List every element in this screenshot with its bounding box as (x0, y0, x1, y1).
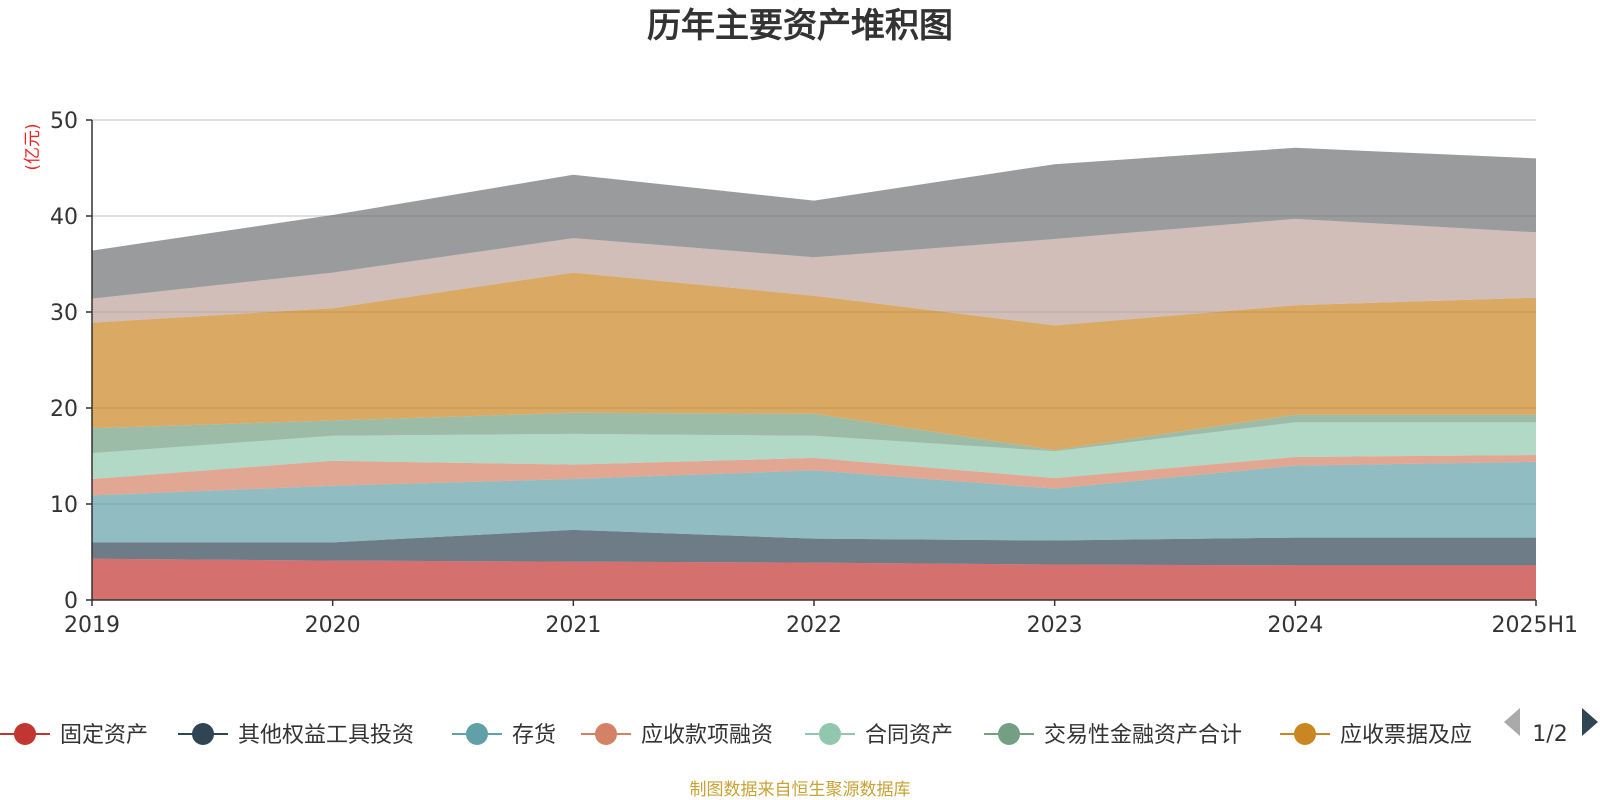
unit-label: (亿元) (23, 123, 43, 170)
legend-item[interactable]: 固定资产 (0, 723, 148, 748)
x-tick-label: 2021 (545, 613, 601, 638)
x-tick-label: 2019 (64, 613, 120, 638)
legend-label: 存货 (512, 723, 556, 748)
source-note: 制图数据来自恒生聚源数据库 (690, 780, 911, 800)
triangle-left-icon[interactable] (1504, 708, 1520, 736)
area-series-5 (92, 422, 1536, 479)
area-series-8 (92, 218, 1536, 326)
x-tick-label: 2023 (1027, 613, 1083, 638)
y-tick-label: 20 (50, 397, 78, 422)
area-series-9 (92, 147, 1536, 299)
x-tick-label: 2020 (305, 613, 361, 638)
y-tick-label: 40 (50, 205, 78, 230)
legend-page-indicator: 1/2 (1532, 722, 1567, 747)
legend-item[interactable]: 应收票据及应 (1280, 723, 1472, 748)
legend-marker (192, 723, 214, 745)
triangle-right-icon[interactable] (1582, 708, 1598, 736)
area-series-7 (92, 272, 1536, 451)
legend-item[interactable]: 存货 (452, 723, 556, 748)
chart-title: 历年主要资产堆积图 (647, 6, 953, 46)
y-tick-label: 10 (50, 493, 78, 518)
area-series-2 (92, 529, 1536, 566)
legend-label: 其他权益工具投资 (238, 723, 414, 748)
area-series-1 (92, 558, 1536, 600)
x-tick-label: 2024 (1267, 613, 1323, 638)
legend-marker (466, 723, 488, 745)
legend-marker (595, 723, 617, 745)
legend-label: 合同资产 (865, 723, 953, 748)
y-tick-label: 50 (50, 109, 78, 134)
x-tick-label: 2025H1 (1491, 613, 1578, 638)
legend-pager: 1/2 (1504, 708, 1598, 747)
area-series-3 (92, 461, 1536, 543)
legend-label: 应收票据及应 (1340, 723, 1472, 748)
legend-marker (14, 723, 36, 745)
area-series-6 (92, 412, 1536, 454)
legend-item[interactable]: 应收款项融资 (581, 723, 773, 748)
legend-marker (819, 723, 841, 745)
legend-label: 固定资产 (60, 723, 148, 748)
legend-item[interactable]: 交易性金融资产合计 (984, 723, 1242, 748)
y-tick-label: 0 (64, 589, 78, 614)
legend-item[interactable]: 其他权益工具投资 (178, 723, 414, 748)
legend-item[interactable]: 合同资产 (805, 723, 953, 748)
area-series (92, 147, 1536, 600)
legend-label: 应收款项融资 (641, 723, 773, 748)
legend-marker (1294, 723, 1316, 745)
x-tick-label: 2022 (786, 613, 842, 638)
y-tick-label: 30 (50, 301, 78, 326)
legend-marker (998, 723, 1020, 745)
area-series-4 (92, 455, 1536, 496)
legend: 固定资产 其他权益工具投资 存货 应收款项融资 合同资产 交易性金融资产合计 应收票据及应 (0, 723, 1472, 748)
legend-label: 交易性金融资产合计 (1044, 723, 1242, 748)
axes: 0 10 20 30 40 50 2019 2020 2021 2022 2023 2024 2025H… (50, 109, 1578, 638)
